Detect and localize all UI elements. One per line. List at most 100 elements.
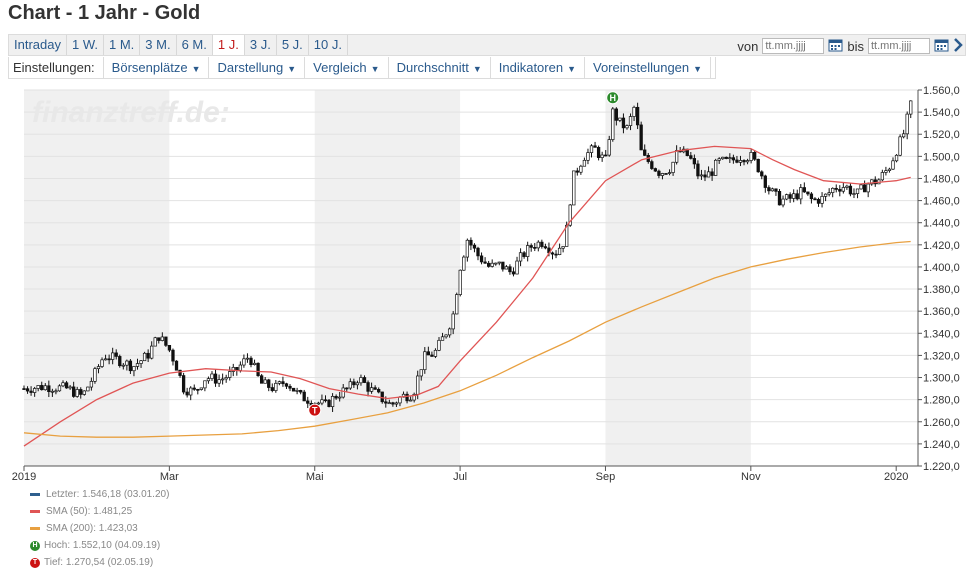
- range-tab[interactable]: 1 J.: [212, 35, 245, 55]
- settings-menu-dropdown[interactable]: Börsenplätze ▼: [104, 56, 210, 79]
- settings-menu-dropdown[interactable]: Voreinstellungen ▼: [585, 56, 712, 79]
- candle-body: [820, 196, 824, 204]
- calendar-icon[interactable]: [934, 37, 949, 55]
- candle-body: [753, 152, 757, 160]
- range-tab[interactable]: Intraday: [9, 35, 67, 55]
- settings-menu-dropdown[interactable]: Vergleich ▼: [305, 56, 389, 79]
- candle-body: [774, 188, 778, 192]
- range-tab[interactable]: 5 J.: [277, 35, 309, 55]
- candle-body: [82, 390, 86, 395]
- candle-body: [330, 396, 335, 407]
- sma200-line: [23, 240, 911, 438]
- candle-body: [760, 171, 764, 177]
- candle-body: [696, 163, 700, 177]
- candle-body: [802, 187, 806, 193]
- caret-down-icon: ▼: [370, 63, 380, 74]
- y-tick-label: 1.280,0: [923, 395, 960, 407]
- range-tab[interactable]: 3 M.: [140, 35, 177, 55]
- calendar-icon[interactable]: [828, 37, 843, 55]
- candle-body: [781, 198, 785, 206]
- candle-body: [167, 344, 172, 351]
- low-marker: [308, 403, 322, 417]
- candle-body: [355, 382, 360, 386]
- candle-body: [228, 371, 232, 378]
- candle-body: [604, 154, 608, 157]
- chevron-right-icon[interactable]: [953, 37, 963, 55]
- x-tick-label: 2019: [12, 471, 36, 483]
- y-tick-label: 1.500,0: [923, 151, 960, 163]
- x-tick-label: Nov: [741, 471, 761, 483]
- candle-body: [550, 252, 555, 255]
- candle-body: [362, 377, 367, 383]
- candle-body: [494, 262, 498, 265]
- candle-body: [749, 152, 753, 161]
- candle-body: [423, 351, 427, 371]
- legend-text: SMA (50): 1.481,25: [46, 506, 133, 517]
- candle-body: [742, 160, 746, 163]
- candle-body: [674, 150, 679, 163]
- candle-body: [341, 387, 345, 398]
- from-date-input[interactable]: [762, 38, 825, 54]
- price-chart: 1.220,0 1.240,0 1.260,0 1.280,0 1.300,0 1.320…: [12, 85, 960, 483]
- candle-body: [717, 158, 721, 161]
- sma50-swatch: [30, 510, 40, 513]
- candle-body: [352, 381, 356, 386]
- candle-body: [462, 256, 466, 271]
- y-tick-label: 1.520,0: [923, 129, 960, 141]
- candle-body: [628, 116, 633, 126]
- candle-body: [334, 396, 338, 399]
- y-tick-label: 1.340,0: [923, 328, 960, 340]
- settings-menu-dropdown[interactable]: Darstellung ▼: [209, 56, 306, 79]
- low-marker-label: T: [312, 406, 318, 416]
- x-tick-label: Sep: [596, 471, 616, 483]
- range-tab[interactable]: 3 J.: [245, 35, 277, 55]
- x-tick-label: Mai: [306, 471, 324, 483]
- candle-body: [213, 373, 218, 384]
- candle-body: [430, 354, 434, 357]
- range-tab[interactable]: 1 M.: [104, 35, 141, 55]
- candle-body: [36, 385, 40, 389]
- to-date-input[interactable]: [868, 38, 930, 54]
- settings-menu-dropdown[interactable]: Indikatoren ▼: [491, 56, 585, 79]
- y-tick-label: 1.560,0: [923, 85, 960, 97]
- candle-body: [437, 339, 441, 351]
- y-tick-label: 1.240,0: [923, 439, 960, 451]
- candle-body: [831, 187, 835, 193]
- candle-body: [61, 382, 65, 387]
- candle-body: [157, 337, 161, 341]
- candle-body: [767, 187, 771, 192]
- candle-body: [267, 379, 271, 388]
- candle-body: [575, 170, 579, 173]
- candle-body: [348, 381, 352, 389]
- month-band: [605, 90, 751, 466]
- candle-body: [458, 269, 462, 295]
- candle-body: [345, 387, 349, 390]
- candle-body: [263, 379, 267, 384]
- settings-menu-dropdown[interactable]: Durchschnitt ▼: [389, 56, 491, 79]
- candle-body: [536, 241, 540, 249]
- candle-body: [299, 390, 303, 393]
- y-tick-label: 1.440,0: [923, 218, 960, 230]
- candle-body: [306, 400, 310, 404]
- range-tab[interactable]: 10 J.: [309, 35, 348, 55]
- candle-body: [220, 378, 225, 381]
- candle-body: [501, 261, 505, 270]
- range-tab[interactable]: 6 M.: [177, 35, 213, 55]
- candle-body: [809, 193, 814, 200]
- candle-body: [373, 387, 377, 390]
- candle-body: [898, 136, 902, 156]
- candle-body: [554, 253, 558, 256]
- x-tick-label: Mar: [160, 471, 179, 483]
- candle-body: [288, 385, 292, 389]
- candle-body: [185, 391, 189, 396]
- candle-body: [128, 360, 133, 372]
- candle-body: [838, 189, 842, 192]
- candle-body: [813, 198, 817, 201]
- caret-down-icon: ▼: [567, 63, 576, 74]
- candle-body: [54, 390, 58, 393]
- candle-body: [799, 187, 803, 200]
- candle-body: [32, 388, 37, 393]
- y-tick-label: 1.460,0: [923, 196, 960, 208]
- candle-body: [859, 184, 863, 190]
- range-tab[interactable]: 1 W.: [67, 35, 104, 55]
